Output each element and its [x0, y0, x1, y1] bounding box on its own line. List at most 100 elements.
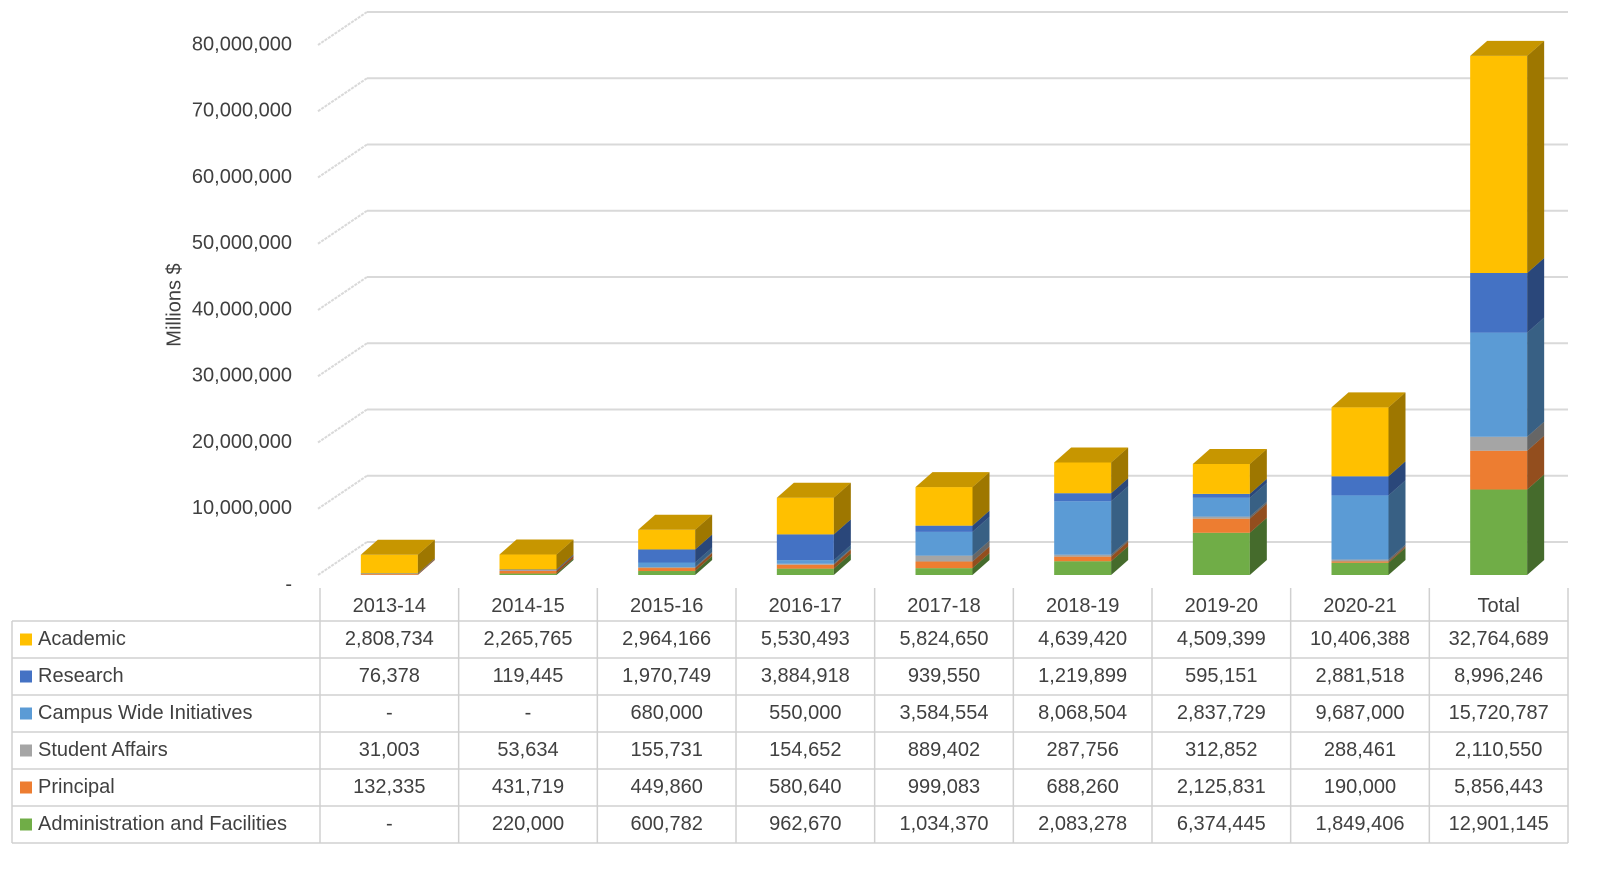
table-cell: 2,881,518	[1316, 665, 1405, 687]
bar-side	[695, 553, 713, 572]
bar-segment	[1054, 556, 1112, 562]
table-cell: 287,756	[1047, 739, 1119, 761]
bar-segment	[1331, 495, 1389, 560]
bar-side	[1388, 480, 1406, 560]
bar-top	[1470, 40, 1545, 56]
table-cell: 119,445	[493, 665, 564, 687]
table-cell: 8,996,246	[1454, 665, 1543, 687]
table-cell: 9,687,000	[1316, 702, 1405, 724]
bar-top	[1192, 448, 1267, 464]
table-cell: 2,125,831	[1177, 776, 1266, 798]
column-header: 2015-16	[630, 595, 703, 617]
bar-segment	[638, 571, 696, 575]
table-cell: 5,824,650	[900, 628, 989, 650]
bar-side	[1249, 503, 1267, 533]
bar-side	[1527, 40, 1545, 273]
table-cell: 132,335	[353, 776, 425, 798]
bar-segment	[1054, 554, 1112, 557]
table-cell: 2,110,550	[1455, 739, 1543, 761]
legend-swatch	[20, 633, 32, 646]
table-cell: 4,509,399	[1177, 628, 1266, 650]
table-cell: 688,260	[1047, 776, 1119, 798]
table-cell: 999,083	[908, 776, 980, 798]
bar-side	[1111, 539, 1129, 557]
bar-top	[776, 482, 851, 498]
table-cell: 680,000	[631, 702, 703, 724]
column-header: 2019-20	[1185, 595, 1258, 617]
bar-side	[833, 482, 851, 535]
table-cell: 431,719	[492, 776, 564, 798]
table-cell: 32,764,689	[1449, 628, 1549, 650]
bar-top	[360, 539, 435, 555]
bar-segment	[360, 574, 418, 575]
bar-segment	[638, 549, 696, 563]
table-cell: 4,639,420	[1038, 628, 1127, 650]
table-cell: 962,670	[769, 813, 841, 835]
bar-segment	[776, 497, 834, 535]
bar-side	[556, 555, 574, 574]
y-tick-label: 80,000,000	[192, 33, 292, 55]
table-cell: 8,068,504	[1038, 702, 1127, 724]
grid-line-side	[317, 209, 368, 245]
bar-side	[1527, 317, 1545, 437]
legend-swatch	[20, 781, 32, 794]
table-cell: 595,151	[1185, 665, 1257, 687]
grid-line-side	[317, 143, 368, 179]
legend-swatch	[20, 818, 32, 831]
y-tick-label: 20,000,000	[192, 431, 292, 453]
bar-segment	[1331, 561, 1389, 563]
table-cell: 1,970,749	[622, 665, 711, 687]
grid-line-side	[317, 474, 368, 510]
bar-segment	[499, 573, 557, 575]
table-cell: 15,720,787	[1449, 702, 1549, 724]
table-cell: 1,849,406	[1316, 813, 1405, 835]
bar-side	[417, 558, 435, 574]
bar-side	[972, 553, 990, 575]
column-header: 2018-19	[1046, 595, 1119, 617]
bar-segment	[776, 568, 834, 575]
bar-segment	[1054, 493, 1112, 502]
bar-side	[1249, 517, 1267, 575]
bar-top	[638, 514, 713, 530]
bar-segment	[1192, 497, 1250, 517]
legend-label: Research	[38, 665, 124, 687]
table-cell: 5,530,493	[761, 628, 850, 650]
legend-label: Student Affairs	[38, 739, 168, 761]
table-cell: 2,837,729	[1177, 702, 1266, 724]
table-cell: 600,782	[631, 813, 703, 835]
column-header: 2016-17	[769, 595, 842, 617]
bar-segment	[638, 568, 696, 572]
bar-side	[1388, 546, 1406, 563]
bar-side	[833, 548, 851, 565]
bar-segment	[776, 563, 834, 565]
bar-segment	[1331, 559, 1389, 562]
table-cell: 2,083,278	[1038, 813, 1127, 835]
bar-segment	[499, 554, 557, 570]
bar-segment	[1470, 332, 1528, 437]
table-cell: 190,000	[1324, 776, 1396, 798]
grid-line-side	[317, 11, 368, 46]
bar-segment	[776, 560, 834, 564]
bar-top	[1331, 392, 1406, 408]
table-cell: 2,964,166	[622, 628, 711, 650]
bar-side	[1249, 478, 1267, 498]
bar-segment	[638, 529, 696, 550]
bar-segment	[638, 567, 696, 569]
legend-swatch	[20, 744, 32, 757]
bar-top	[915, 472, 990, 488]
table-cell: 155,731	[631, 739, 703, 761]
table-cell: 2,265,765	[484, 628, 573, 650]
y-tick-label: 70,000,000	[192, 100, 292, 122]
bar-side	[695, 514, 713, 550]
bar-segment	[915, 531, 973, 556]
bar-side	[972, 510, 990, 532]
table-cell: 889,402	[908, 739, 980, 761]
bar-segment	[1054, 501, 1112, 555]
table-cell: -	[525, 702, 532, 724]
table-cell: -	[386, 702, 393, 724]
bar-segment	[1192, 493, 1250, 498]
legend-swatch	[20, 707, 32, 720]
table-cell: 550,000	[769, 702, 841, 724]
table-cell: 5,856,443	[1454, 776, 1543, 798]
bar-side	[417, 558, 435, 575]
